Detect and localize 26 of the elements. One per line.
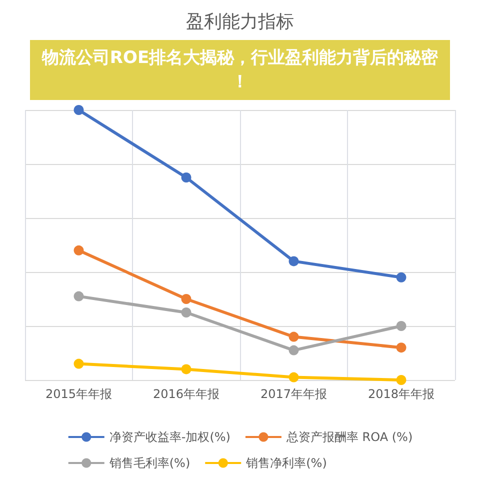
point [396,321,406,331]
chart-title: 盈利能力指标 [186,12,294,32]
point [396,375,406,385]
point [74,105,84,115]
point [288,372,299,382]
x-tick-label: 2016年年报 [152,387,220,401]
point [181,172,192,182]
point [181,294,192,304]
point [288,332,299,342]
point [396,272,406,282]
point [181,364,192,374]
point [74,245,84,256]
legend-label: 销售毛利率(%) [108,456,190,470]
legend-label: 净资产收益率-加权(%) [109,430,230,444]
x-tick-label: 2017年年报 [260,387,328,401]
point [181,308,192,318]
point [74,358,84,369]
x-tick-label: 2018年年报 [368,387,435,401]
chart-subtitle: 物流公司ROE排名大揭秘，行业盈利能力背后的秘密！ [40,48,440,92]
point [74,291,84,302]
point [288,345,299,356]
legend-label: 总资产报酬率 ROA (%) [285,430,413,444]
point [288,256,299,266]
legend-label: 销售净利率(%) [245,456,327,470]
x-tick-label: 2015年年报 [45,387,112,401]
point [396,342,406,353]
